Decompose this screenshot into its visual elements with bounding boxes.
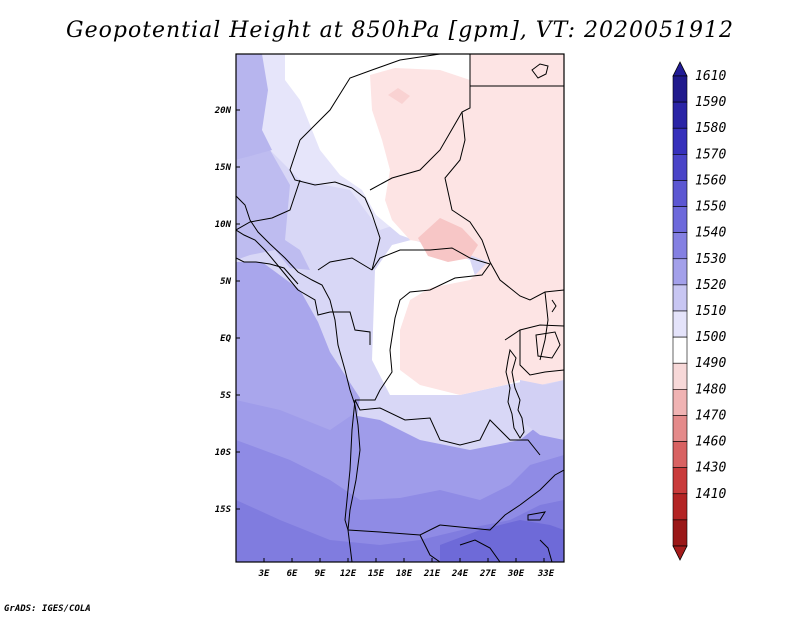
colorbar-swatch <box>672 467 688 495</box>
colorbar-bottom-arrow <box>672 545 688 561</box>
colorbar-level-label: 1540 <box>695 226 726 241</box>
lat-tick-marks <box>236 109 240 510</box>
colorbar-swatch <box>672 258 688 286</box>
lon-tick-marks <box>263 558 545 562</box>
east-band <box>520 380 564 440</box>
colorbar-level-label: 1460 <box>695 435 726 450</box>
colorbar-top-arrow <box>672 61 688 77</box>
south-band-4 <box>440 520 564 562</box>
lon-tick-label: 21E <box>423 569 441 579</box>
colorbar-swatch <box>672 154 688 181</box>
northwest-corner <box>236 54 272 160</box>
colorbar-level-label: 1530 <box>695 252 726 267</box>
lon-tick-label: 15E <box>368 569 385 579</box>
colorbar-swatch <box>672 127 688 155</box>
pink-band <box>370 54 564 395</box>
colorbar-swatch <box>672 101 688 129</box>
colorbar-swatch <box>672 389 688 416</box>
colorbar-level-label: 1500 <box>695 330 726 345</box>
lon-tick-label: 6E <box>287 569 298 579</box>
lat-tick-label: EQ <box>220 334 231 344</box>
lon-tick-label: 18E <box>396 569 413 579</box>
colorbar-swatch <box>672 519 688 547</box>
colorbar-swatch <box>672 75 688 103</box>
colorbar-level-label: 1570 <box>695 147 726 162</box>
colorbar-swatch <box>672 206 688 233</box>
pink-core <box>418 218 478 262</box>
lon-tick-label: 27E <box>479 569 497 579</box>
chart-title: Geopotential Height at 850hPa [gpm], VT:… <box>66 18 734 43</box>
colorbar-level-label: 1560 <box>695 173 726 188</box>
height-field <box>236 54 564 562</box>
coastline <box>236 195 361 562</box>
colorbar-level-label: 1610 <box>695 69 726 84</box>
colorbar-level-label: 1430 <box>695 461 726 476</box>
colorbar-level-label: 1520 <box>695 278 726 293</box>
colorbar-swatch <box>672 441 688 468</box>
lon-tick-label: 3E <box>258 569 270 579</box>
lat-tick-label: 5S <box>220 391 231 401</box>
colorbar-swatch <box>672 284 688 312</box>
colorbar-level-label: 1470 <box>695 408 726 423</box>
lat-tick-label: 5N <box>220 277 231 287</box>
lat-tick-label: 15S <box>215 505 232 515</box>
lon-tick-label: 24E <box>451 569 469 579</box>
lakes <box>505 63 561 562</box>
colorbar-level-label: 1590 <box>695 95 726 110</box>
colorbar-level-label: 1580 <box>695 121 726 136</box>
colorbar-level-label: 1550 <box>695 200 726 215</box>
colorbar: 1610 1590 1580 1570 1560 1550 1540 1530 1520 1510… <box>672 61 726 561</box>
colorbar-swatch <box>672 180 688 207</box>
country-borders <box>236 54 564 562</box>
credit-label: GrADS: IGES/COLA <box>4 604 91 614</box>
pink-spot <box>388 88 410 104</box>
lon-tick-label: 12E <box>340 569 357 579</box>
colorbar-level-label: 1410 <box>695 487 726 502</box>
colorbar-level-label: 1490 <box>695 356 726 371</box>
colorbar-swatch <box>672 310 688 338</box>
colorbar-swatch <box>672 232 688 260</box>
lat-tick-label: 15N <box>215 163 232 173</box>
lon-axis: 3E 6E 9E 12E 15E 18E 21E 24E 27E 30E 33E <box>258 569 555 579</box>
lon-tick-label: 30E <box>507 569 525 579</box>
map-frame <box>235 53 565 563</box>
colorbar-swatch <box>672 415 688 442</box>
colorbar-level-label: 1480 <box>695 382 726 397</box>
colorbar-swatch <box>672 336 688 364</box>
lat-axis: 20N 15N 10N 5N EQ 5S 10S 15S <box>214 106 232 515</box>
colorbar-swatch <box>672 493 688 521</box>
lat-tick-label: 10S <box>215 448 232 458</box>
lon-tick-label: 9E <box>315 569 326 579</box>
colorbar-level-label: 1510 <box>695 304 726 319</box>
lat-tick-label: 10N <box>215 220 232 230</box>
lon-tick-label: 33E <box>537 569 555 579</box>
lat-tick-label: 20N <box>214 106 232 116</box>
colorbar-swatch <box>672 362 688 390</box>
